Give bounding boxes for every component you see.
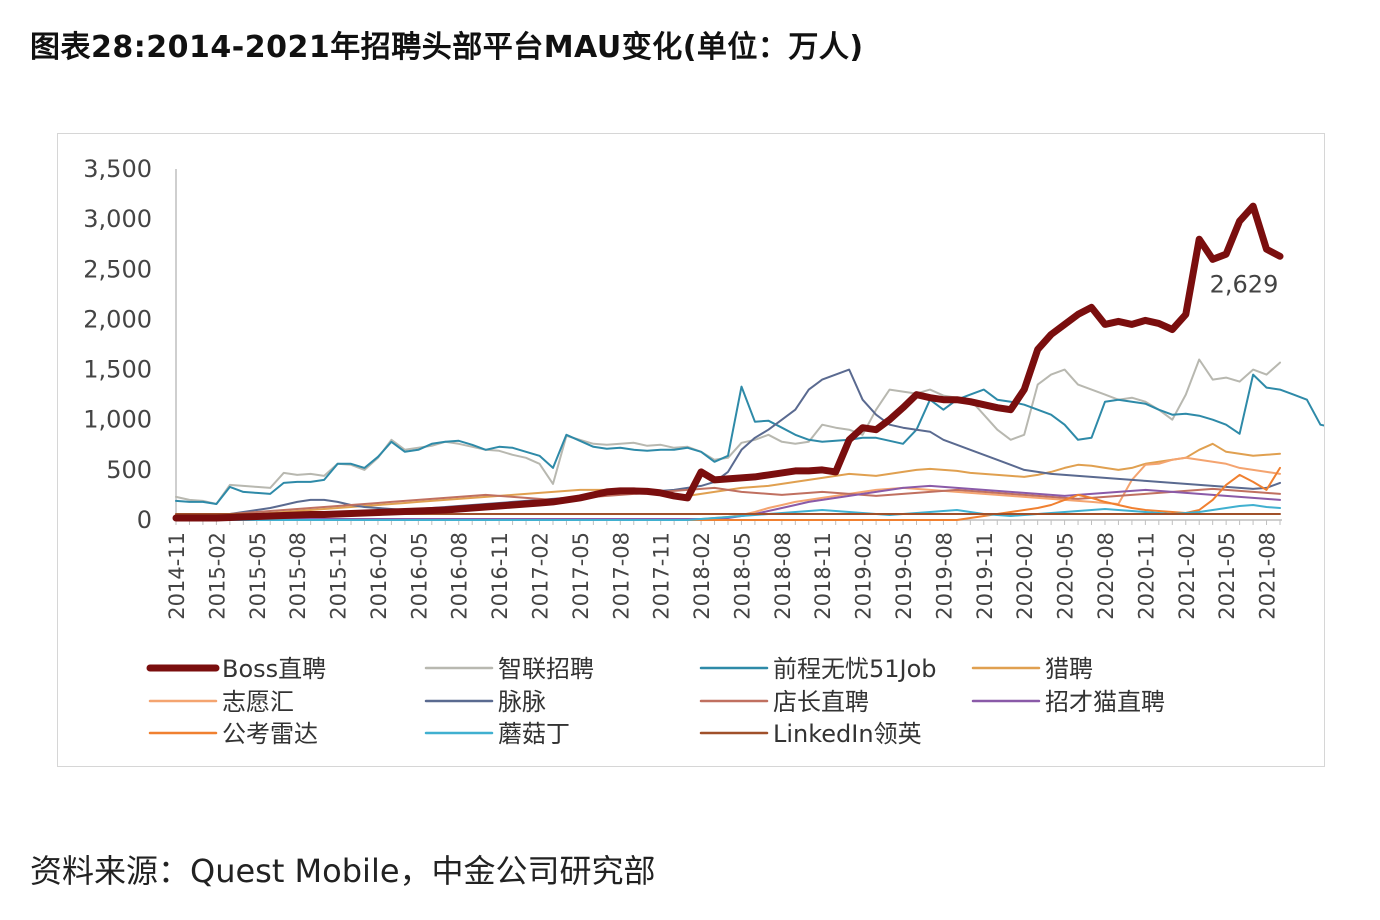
y-tick-label: 2,000 xyxy=(83,305,152,333)
end-value-label: 2,629 xyxy=(1210,270,1279,298)
x-tick-label: 2019-11 xyxy=(973,532,997,620)
series-line-前程无忧51Job xyxy=(175,373,1324,505)
chart-title: 图表28:2014-2021年招聘头部平台MAU变化(单位：万人) xyxy=(30,30,864,65)
x-tick-label: 2016-08 xyxy=(448,532,472,620)
x-tick-label: 2021-08 xyxy=(1256,532,1280,620)
x-tick-label: 2020-08 xyxy=(1094,532,1118,620)
x-tick-label: 2015-05 xyxy=(246,532,270,620)
x-tick-label: 2016-02 xyxy=(367,532,391,620)
legend-label: 智联招聘 xyxy=(498,655,594,683)
x-tick-label: 2018-05 xyxy=(730,532,754,620)
legend-label: 店长直聘 xyxy=(773,688,869,716)
series-line-店长直聘 xyxy=(175,486,1281,516)
x-tick-label: 2015-11 xyxy=(327,532,351,620)
y-tick-label: 1,000 xyxy=(83,406,152,434)
x-tick-label: 2020-11 xyxy=(1134,532,1158,620)
x-tick-label: 2015-08 xyxy=(286,532,310,620)
y-tick-label: 500 xyxy=(106,456,152,484)
legend-label: 公考雷达 xyxy=(222,720,318,748)
legend-label: 志愿汇 xyxy=(222,688,294,716)
x-tick-label: 2019-08 xyxy=(932,532,956,620)
series-line-智联招聘 xyxy=(175,358,1281,505)
source-note: 资料来源：Quest Mobile，中金公司研究部 xyxy=(30,852,656,890)
legend-label: 蘑菇丁 xyxy=(498,720,570,748)
series-line-蘑菇丁 xyxy=(175,504,1281,521)
y-tick-label: 3,500 xyxy=(83,155,152,183)
x-tick-label: 2017-02 xyxy=(529,532,553,620)
legend-label: 脉脉 xyxy=(498,688,546,716)
x-tick-label: 2016-05 xyxy=(407,532,431,620)
series-line-Boss直聘 xyxy=(172,202,1284,522)
y-tick-label: 2,500 xyxy=(83,255,152,283)
x-tick-label: 2020-02 xyxy=(1013,532,1037,620)
x-tick-label: 2014-11 xyxy=(165,532,189,620)
x-tick-label: 2018-11 xyxy=(811,532,835,620)
x-tick-label: 2019-05 xyxy=(892,532,916,620)
legend-label: 招才猫直聘 xyxy=(1045,688,1165,716)
y-tick-label: 3,000 xyxy=(83,205,152,233)
chart-frame: 0 500 1,000 1,500 2,000 2,500 3,000 3,500 2014-1… xyxy=(57,133,1325,767)
line-chart: 0 500 1,000 1,500 2,000 2,500 3,000 3,500 2014-1… xyxy=(83,155,1324,748)
legend-label: 前程无忧51Job xyxy=(773,655,937,683)
x-tick-label: 2021-05 xyxy=(1215,532,1239,620)
x-tick-label: 2015-02 xyxy=(205,532,229,620)
x-tick-label: 2018-02 xyxy=(690,532,714,620)
x-tick-label: 2018-08 xyxy=(771,532,795,620)
y-tick-label: 1,500 xyxy=(83,356,152,384)
x-tick-label: 2021-02 xyxy=(1175,532,1199,620)
x-tick-label: 2017-05 xyxy=(569,532,593,620)
x-tick-label: 2017-08 xyxy=(609,532,633,620)
x-tick-label: 2017-11 xyxy=(650,532,674,620)
x-tick-label: 2016-11 xyxy=(488,532,512,620)
x-tick-label: 2020-05 xyxy=(1054,532,1078,620)
legend-label: Boss直聘 xyxy=(222,655,326,683)
legend-label: LinkedIn领英 xyxy=(773,720,922,748)
x-tick-label: 2019-02 xyxy=(852,532,876,620)
y-tick-label: 0 xyxy=(137,506,152,534)
legend-label: 猎聘 xyxy=(1045,655,1093,683)
series-line-脉脉 xyxy=(175,368,1281,518)
